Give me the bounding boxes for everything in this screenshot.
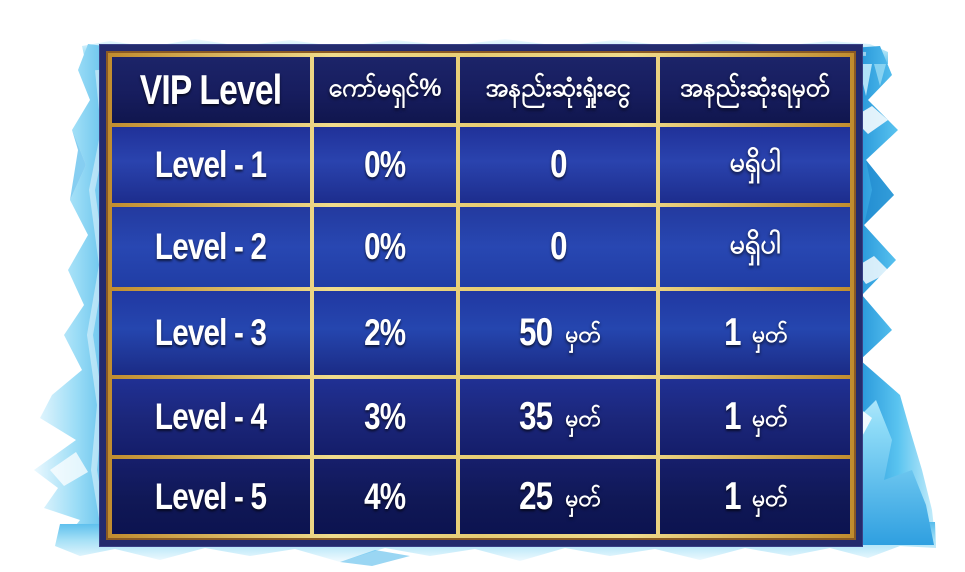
min-loss-unit: မှတ် (565, 405, 601, 431)
min-loss-cell: 50 မှတ် (460, 291, 656, 375)
commission-value: 4% (364, 475, 406, 517)
min-points-cell: 1 မှတ် (660, 379, 850, 455)
min-loss-value: 0 (549, 225, 567, 268)
min-loss-value: 50 (519, 311, 553, 354)
level-label: Level - 1 (155, 144, 267, 185)
min-loss-unit: မှတ် (565, 484, 601, 511)
header-cell-commission: ကော်မရှင်% (314, 57, 456, 123)
commission-cell: 3% (314, 379, 456, 455)
commission-value: 2% (364, 312, 406, 353)
min-loss-unit: မှတ် (565, 321, 601, 347)
level-label: Level - 2 (155, 226, 267, 267)
header-label: အနည်းဆုံးရမှတ် (680, 73, 830, 102)
min-points-value: မရှိပါ (729, 147, 781, 177)
min-points-cell: မရှိပါ (660, 127, 850, 203)
level-label: Level - 4 (155, 396, 267, 437)
commission-cell: 0% (314, 207, 456, 287)
level-label: Level - 3 (155, 312, 267, 353)
header-label: အနည်းဆုံးရှုံးငွေ (485, 73, 631, 102)
min-points-cell: မရှိပါ (660, 207, 850, 287)
min-loss-value: 35 (519, 395, 553, 438)
min-loss-value: 0 (549, 143, 567, 186)
level-cell: Level - 4 (112, 379, 310, 455)
commission-cell: 2% (314, 291, 456, 375)
min-points-value: မရှိပါ (729, 229, 781, 259)
min-points-unit: မှတ် (752, 405, 788, 431)
min-loss-cell: 0 (460, 207, 656, 287)
min-points-unit: မှတ် (752, 321, 788, 347)
header-cell-min-points: အနည်းဆုံးရမှတ် (660, 57, 850, 123)
min-loss-cell: 0 (460, 127, 656, 203)
level-cell: Level - 1 (112, 127, 310, 203)
min-points-value: 1 (724, 474, 742, 518)
min-loss-value: 25 (519, 474, 553, 518)
min-points-value: 1 (724, 395, 742, 438)
vip-table: VIP Level ကော်မရှင်% အနည်းဆုံးရှုံးငွေ အ… (106, 51, 856, 540)
header-label: VIP Level (140, 66, 282, 113)
min-loss-cell: 35 မှတ် (460, 379, 656, 455)
header-label: ကော်မရှင်% (328, 73, 442, 102)
commission-cell: 4% (314, 459, 456, 534)
header-cell-vip-level: VIP Level (112, 57, 310, 123)
commission-value: 0% (364, 144, 406, 185)
commission-value: 0% (364, 226, 406, 267)
commission-value: 3% (364, 396, 406, 437)
commission-cell: 0% (314, 127, 456, 203)
level-cell: Level - 5 (112, 459, 310, 534)
min-points-unit: မှတ် (752, 484, 788, 511)
level-cell: Level - 2 (112, 207, 310, 287)
min-points-cell: 1 မှတ် (660, 459, 850, 534)
level-label: Level - 5 (155, 475, 267, 517)
ice-left-band (34, 44, 120, 548)
min-points-value: 1 (724, 311, 742, 354)
header-cell-min-loss: အနည်းဆုံးရှုံးငွေ (460, 57, 656, 123)
min-points-cell: 1 မှတ် (660, 291, 850, 375)
level-cell: Level - 3 (112, 291, 310, 375)
min-loss-cell: 25 မှတ် (460, 459, 656, 534)
